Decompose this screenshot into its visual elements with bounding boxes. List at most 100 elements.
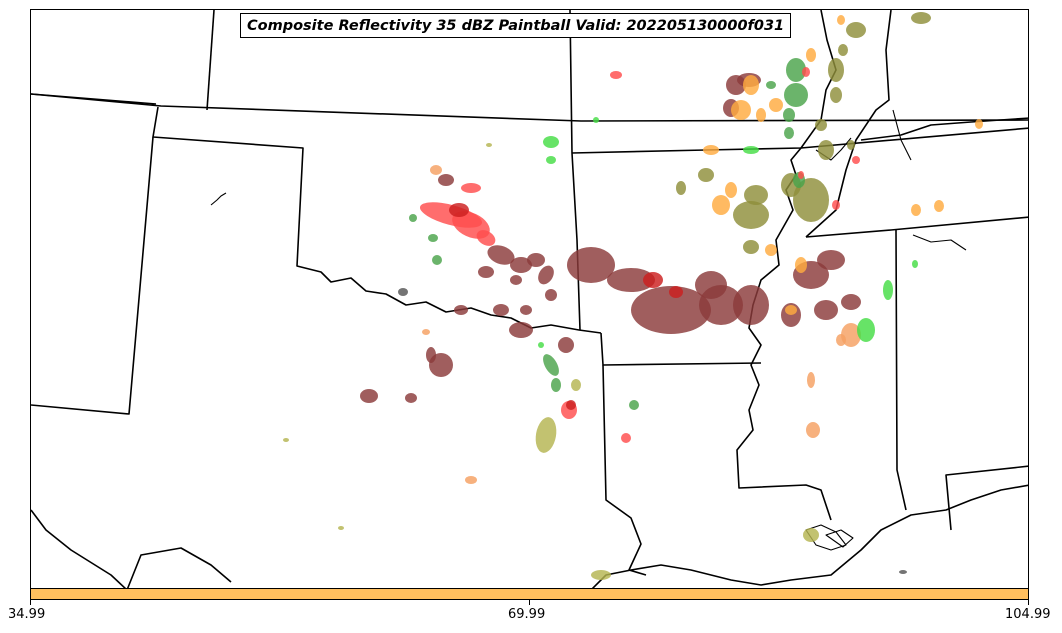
reflectivity-cell-dark-red [841,294,861,310]
colorbar [30,588,1029,600]
reflectivity-cell-bright-green [538,342,544,348]
reflectivity-cell-red [476,230,496,246]
reflectivity-cell-olive [743,240,759,254]
reflectivity-cell-dark-red [631,286,711,334]
reflectivity-cell-light-orange [422,329,430,335]
reflectivity-cell-crimson [449,203,469,217]
reflectivity-cell-orange [769,98,783,112]
missouri-west [569,10,581,331]
reflectivity-cell-dark-red [487,245,515,265]
reflectivity-cell-dark-red [493,304,509,316]
reflectivity-cell-orange [837,15,845,25]
reflectivity-cell-red [461,183,481,193]
reflectivity-cell-light-orange [806,422,820,438]
reflectivity-cell-dark-red [817,250,845,270]
colorbar-tick-label-min: 34.99 [8,607,46,622]
reflectivity-cell-dark-red [558,337,574,353]
reflectivity-cell-light-orange [465,476,477,484]
reflectivity-cell-light-orange [807,372,815,388]
wyoming-south [31,93,157,105]
louisiana-coast [591,484,1028,588]
reflectivity-cell-light-orange [836,334,846,346]
arkansas-south [600,332,762,366]
reflectivity-cell-slate [398,288,408,296]
lake-small [210,192,227,206]
reflectivity-cell-khaki [535,417,557,453]
reflectivity-cell-orange [712,195,730,215]
reflectivity-cell-olive [733,201,769,229]
reflectivity-cell-dark-red [567,247,615,283]
reflectivity-cell-dark-red [405,393,417,403]
reflectivity-cell-khaki [486,143,492,147]
reflectivity-cell-orange [934,200,944,212]
reflectivity-cell-crimson [566,400,576,410]
reflectivity-cell-olive [676,181,686,195]
colorbar-tick-label-mid: 69.99 [508,607,546,622]
reflectivity-cell-dark-red [478,266,494,278]
reflectivity-cell-orange [731,100,751,120]
reflectivity-cell-red [798,171,804,179]
reflectivity-cell-orange [975,119,983,129]
reflectivity-cell-bright-green [546,156,556,164]
reflectivity-cell-bright-green [883,280,893,300]
reflectivity-cell-olive [818,140,834,160]
reflectivity-cell-bright-green [543,136,559,148]
reflectivity-cell-green [766,81,776,89]
reflectivity-cell-khaki [283,438,289,442]
reflectivity-cell-dark-red [510,257,532,273]
reflectivity-cell-bright-green [593,117,599,123]
reflectivity-cell-orange [756,108,766,122]
reflectivity-cell-olive [793,178,829,222]
kentucky-north [860,117,1028,141]
colorbar-tick-label-max: 104.99 [1005,607,1051,622]
colorbar-tick-right [1028,600,1029,605]
reflectivity-cell-orange [703,145,719,155]
state-boundaries [31,10,1028,588]
reflectivity-cells [283,12,983,580]
reflectivity-cell-crimson [643,272,663,288]
reflectivity-cell-khaki [591,570,611,580]
reflectivity-cell-dark-red [510,275,522,285]
map-title: Composite Reflectivity 35 dBZ Paintball … [240,13,792,38]
reflectivity-cell-orange [806,48,816,62]
reflectivity-cell-red [832,200,840,210]
reflectivity-cell-dark-red [814,300,838,320]
reflectivity-cell-dark-red [527,253,545,267]
reflectivity-cell-red [802,67,810,77]
reflectivity-cell-khaki [338,526,344,530]
reflectivity-cell-dark-red [426,347,436,363]
reflectivity-cell-dark-red [545,289,557,301]
tennessee-south [805,216,1028,238]
reflectivity-cell-orange [795,257,807,273]
reflectivity-cell-dark-red [538,265,554,285]
reflectivity-cell-orange [725,182,737,198]
reflectivity-cell-olive [828,58,844,82]
kansas-oklahoma [152,106,602,334]
tennessee-river [912,234,967,251]
kentucky-lakes [892,109,912,161]
reflectivity-cell-dark-red [360,389,378,403]
reflectivity-cell-orange [911,204,921,216]
reflectivity-cell-dark-red [454,305,468,315]
reflectivity-cell-green [432,255,442,265]
reflectivity-cell-bright-green [857,318,875,342]
reflectivity-cell-olive [830,87,842,103]
reflectivity-cell-light-orange [430,165,442,175]
reflectivity-cell-green [629,400,639,410]
reflectivity-cell-red [621,433,631,443]
reflectivity-cell-slate [899,570,907,574]
reflectivity-cell-red [610,71,622,79]
colorbar-tick-left [30,600,31,605]
reflectivity-cell-light-orange [841,323,861,347]
reflectivity-cell-olive [847,140,855,150]
gulf-coast [31,509,232,588]
reflectivity-cell-olive [815,119,827,131]
reflectivity-cell-green [786,58,806,82]
reflectivity-cell-orange [765,244,777,256]
reflectivity-cell-green [428,234,438,242]
colorbar-tick-mid [529,600,530,605]
reflectivity-cell-crimson [669,286,683,298]
nm-colorado [31,136,154,415]
reflectivity-cell-green [551,378,561,392]
reflectivity-map [31,10,1028,588]
